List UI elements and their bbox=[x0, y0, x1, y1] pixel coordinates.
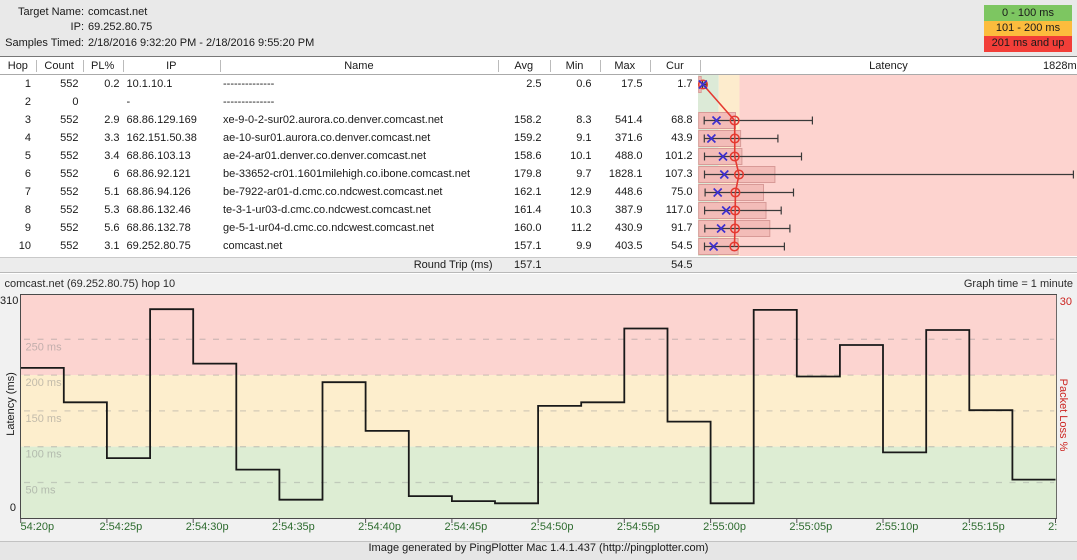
svg-text:50 ms: 50 ms bbox=[26, 485, 56, 497]
svg-text:250 ms: 250 ms bbox=[26, 341, 63, 353]
svg-text:150 ms: 150 ms bbox=[26, 413, 63, 425]
svg-text:100 ms: 100 ms bbox=[26, 449, 63, 461]
svg-text:200 ms: 200 ms bbox=[26, 377, 63, 389]
